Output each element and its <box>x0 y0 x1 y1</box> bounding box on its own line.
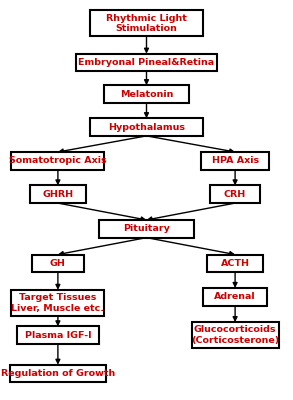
Text: Somatotropic Axis: Somatotropic Axis <box>9 156 107 165</box>
Text: GHRH: GHRH <box>42 190 74 199</box>
Text: Glucocorticoids
(Corticosterone): Glucocorticoids (Corticosterone) <box>191 326 279 345</box>
Bar <box>30 186 86 203</box>
Text: HPA Axis: HPA Axis <box>212 156 259 165</box>
Bar <box>99 220 194 238</box>
Text: Adrenal: Adrenal <box>214 292 256 301</box>
Bar <box>10 365 106 382</box>
Text: Regulation of Growth: Regulation of Growth <box>1 369 115 378</box>
Bar <box>76 54 217 71</box>
Text: Plasma IGF-I: Plasma IGF-I <box>25 331 91 340</box>
Text: Hypothalamus: Hypothalamus <box>108 122 185 132</box>
Bar <box>11 290 104 316</box>
Text: CRH: CRH <box>224 190 246 199</box>
Text: Embryonal Pineal&Retina: Embryonal Pineal&Retina <box>79 58 214 67</box>
Text: Melatonin: Melatonin <box>120 90 173 98</box>
Bar <box>203 288 268 306</box>
Bar <box>210 186 260 203</box>
Bar <box>17 326 99 344</box>
Bar <box>90 118 203 136</box>
Text: Pituitary: Pituitary <box>123 224 170 233</box>
Bar <box>32 254 84 272</box>
Text: ACTH: ACTH <box>221 259 250 268</box>
Bar <box>192 322 279 348</box>
Bar <box>201 152 269 170</box>
Bar <box>11 152 104 170</box>
Text: Rhythmic Light
Stimulation: Rhythmic Light Stimulation <box>106 14 187 33</box>
Text: GH: GH <box>50 259 66 268</box>
Text: Target Tissues
Liver, Muscle etc.: Target Tissues Liver, Muscle etc. <box>11 293 104 313</box>
Bar <box>207 254 263 272</box>
Bar <box>90 10 203 36</box>
Bar <box>104 85 189 103</box>
